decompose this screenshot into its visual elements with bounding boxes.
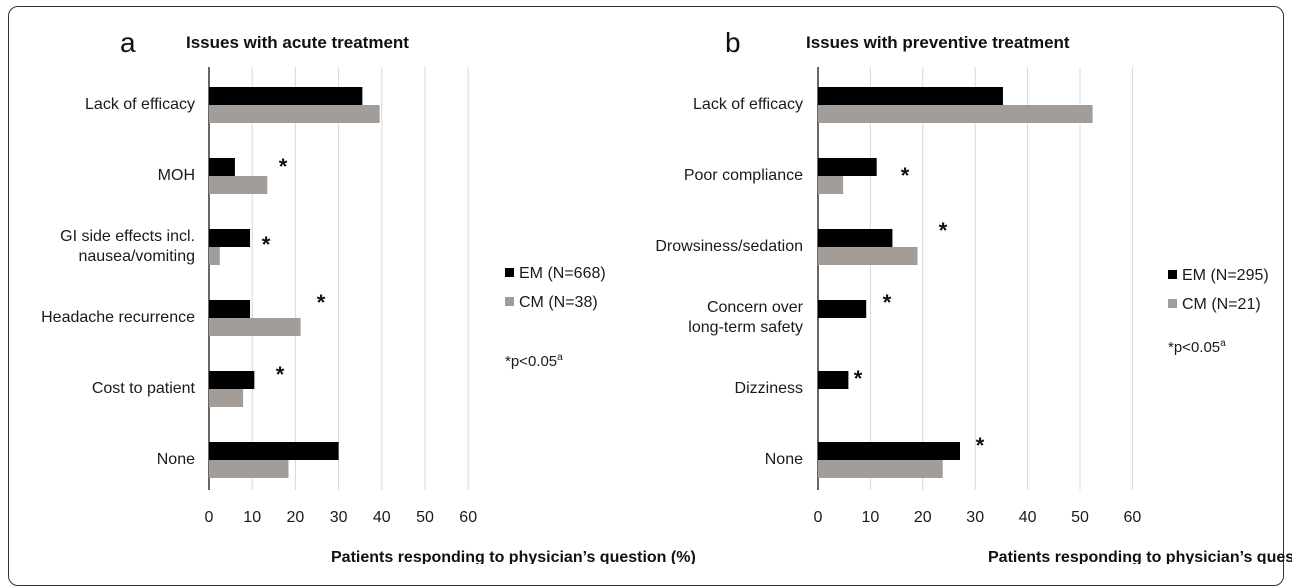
significance-note: *p<0.05a bbox=[1168, 338, 1226, 356]
category-label: Headache recurrence bbox=[41, 309, 195, 326]
bar-cm bbox=[818, 105, 1093, 123]
x-tick-label: 10 bbox=[862, 509, 880, 526]
bar-em bbox=[818, 229, 893, 247]
legend-label: EM (N=668) bbox=[519, 265, 606, 282]
significance-star: * bbox=[279, 154, 288, 179]
bar-cm bbox=[209, 176, 268, 194]
x-tick-label: 60 bbox=[459, 509, 477, 526]
bar-cm bbox=[209, 105, 380, 123]
chart-title: Issues with acute treatment bbox=[186, 33, 409, 52]
category-label: Poor compliance bbox=[684, 167, 803, 184]
legend-label: CM (N=38) bbox=[519, 294, 598, 311]
significance-note: *p<0.05a bbox=[505, 352, 563, 370]
bar-cm bbox=[209, 318, 301, 336]
x-tick-label: 30 bbox=[330, 509, 348, 526]
category-label: Lack of efficacy bbox=[85, 96, 195, 113]
legend-label: EM (N=295) bbox=[1182, 267, 1269, 284]
bar-em bbox=[818, 442, 961, 460]
significance-star: * bbox=[883, 290, 892, 315]
bar-cm bbox=[209, 460, 289, 478]
x-tick-label: 30 bbox=[966, 509, 984, 526]
x-tick-label: 50 bbox=[1071, 509, 1089, 526]
panel-letter: a bbox=[120, 27, 136, 58]
x-tick-label: 60 bbox=[1124, 509, 1142, 526]
significance-star: * bbox=[854, 366, 863, 391]
category-label: None bbox=[765, 451, 803, 468]
significance-note-superscript: a bbox=[1220, 338, 1226, 349]
significance-note-text: *p<0.05 bbox=[505, 353, 557, 370]
x-axis-label: Patients responding to physician’s quest… bbox=[331, 549, 696, 564]
bar-em bbox=[818, 87, 1003, 105]
significance-star: * bbox=[901, 163, 910, 188]
bar-cm bbox=[209, 389, 244, 407]
bar-em bbox=[209, 158, 235, 176]
significance-star: * bbox=[276, 362, 285, 387]
legend-label: CM (N=21) bbox=[1182, 296, 1261, 313]
significance-note-text: *p<0.05 bbox=[1168, 339, 1220, 356]
bar-em bbox=[209, 442, 339, 460]
chart-title: Issues with preventive treatment bbox=[806, 33, 1070, 52]
bar-em bbox=[818, 300, 867, 318]
bar-em bbox=[209, 87, 363, 105]
category-label: None bbox=[157, 451, 195, 468]
bar-em bbox=[209, 229, 251, 247]
legend-swatch-cm bbox=[1168, 299, 1177, 308]
x-tick-label: 0 bbox=[814, 509, 823, 526]
significance-star: * bbox=[976, 433, 985, 458]
legend-swatch-em bbox=[505, 268, 514, 277]
bar-em bbox=[818, 371, 849, 389]
category-label: Dizziness bbox=[735, 380, 803, 397]
bar-cm bbox=[818, 460, 943, 478]
figure-svg: 0 10 20 30 40 50 60 a Issues with acute treatmen… bbox=[41, 27, 1292, 564]
x-tick-label: 0 bbox=[205, 509, 214, 526]
bar-cm bbox=[818, 247, 918, 265]
significance-star: * bbox=[262, 232, 271, 257]
x-tick-label: 50 bbox=[416, 509, 434, 526]
category-label: MOH bbox=[158, 167, 195, 184]
bar-em bbox=[209, 300, 251, 318]
legend-swatch-em bbox=[1168, 270, 1177, 279]
significance-star: * bbox=[939, 218, 948, 243]
bar-em bbox=[209, 371, 255, 389]
legend-swatch-cm bbox=[505, 297, 514, 306]
panel-letter: b bbox=[725, 27, 741, 58]
significance-note-superscript: a bbox=[557, 352, 563, 363]
x-tick-label: 20 bbox=[287, 509, 305, 526]
category-label: Lack of efficacy bbox=[693, 96, 803, 113]
category-label: Drowsiness/sedation bbox=[655, 238, 803, 255]
category-label: GI side effects incl. nausea/vomiting bbox=[60, 228, 195, 265]
x-tick-label: 40 bbox=[373, 509, 391, 526]
category-label: Cost to patient bbox=[92, 380, 196, 397]
x-tick-label: 20 bbox=[914, 509, 932, 526]
bar-em bbox=[818, 158, 877, 176]
x-axis-label: Patients responding to physician’s quest… bbox=[988, 549, 1292, 564]
x-tick-label: 10 bbox=[243, 509, 261, 526]
bar-cm bbox=[818, 176, 844, 194]
bar-cm bbox=[209, 247, 220, 265]
category-label: Concern over long-term safety bbox=[688, 299, 803, 336]
significance-star: * bbox=[317, 290, 326, 315]
x-tick-label: 40 bbox=[1019, 509, 1037, 526]
